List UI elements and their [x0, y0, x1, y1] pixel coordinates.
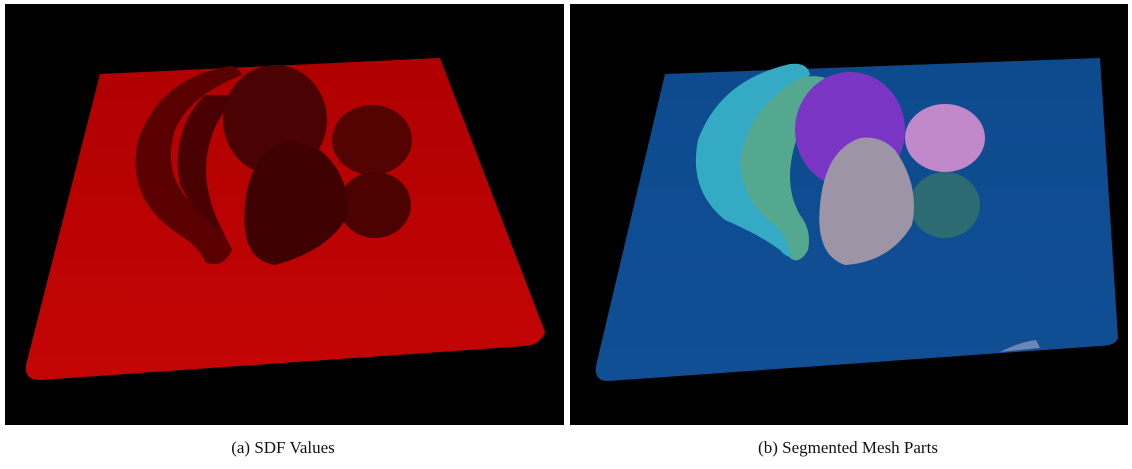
apple	[339, 172, 411, 238]
panel-a-image	[5, 4, 564, 425]
figure: (a) SDF Values (b) Segmented Mesh Parts	[0, 0, 1132, 469]
page: {"figure": {"panels": [{"caption": "(a) …	[0, 0, 1132, 469]
peach	[332, 105, 412, 175]
caption: (b) Segmented Mesh Parts	[758, 438, 938, 457]
panel-b-image	[570, 4, 1128, 425]
caption: (a) SDF Values	[231, 438, 335, 457]
peach	[905, 104, 985, 172]
apple	[910, 172, 980, 238]
